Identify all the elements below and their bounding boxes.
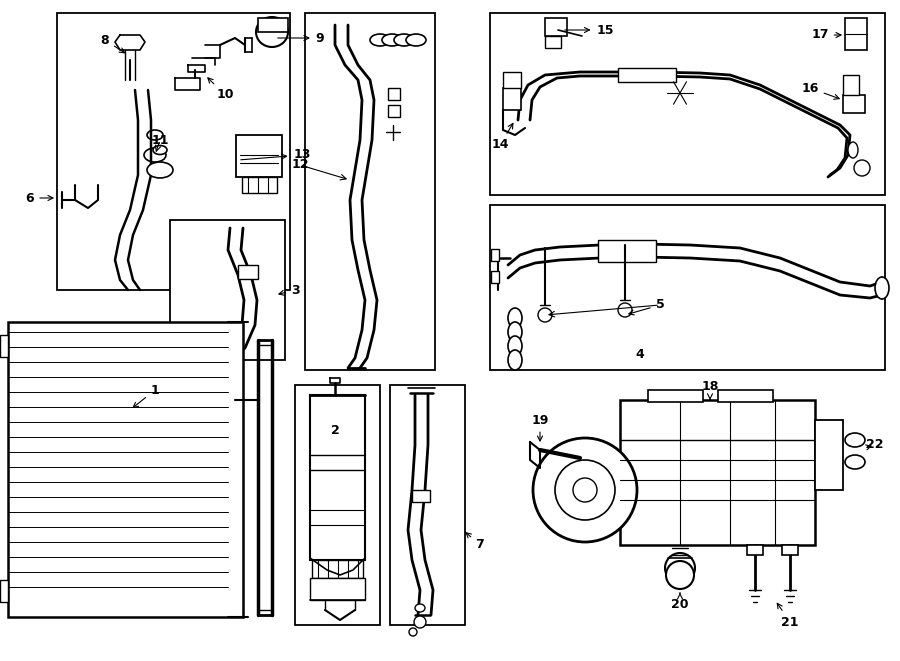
Bar xyxy=(747,545,763,555)
Bar xyxy=(490,13,885,195)
Bar xyxy=(782,545,798,555)
Text: 8: 8 xyxy=(101,34,124,53)
Bar xyxy=(310,395,365,560)
Circle shape xyxy=(573,478,597,502)
Bar xyxy=(242,177,277,193)
Bar xyxy=(57,13,290,290)
Bar xyxy=(618,68,676,82)
Bar xyxy=(390,385,465,625)
Text: 5: 5 xyxy=(629,299,664,315)
Bar xyxy=(310,578,365,600)
Bar xyxy=(388,88,400,100)
Text: 9: 9 xyxy=(278,32,324,44)
Text: 3: 3 xyxy=(279,284,300,297)
Ellipse shape xyxy=(848,142,858,158)
Ellipse shape xyxy=(406,34,426,46)
Text: 10: 10 xyxy=(208,78,234,102)
Ellipse shape xyxy=(153,145,167,155)
Ellipse shape xyxy=(508,350,522,370)
Bar xyxy=(305,13,435,370)
Ellipse shape xyxy=(256,17,288,47)
Text: 22: 22 xyxy=(866,438,884,451)
Circle shape xyxy=(533,438,637,542)
Ellipse shape xyxy=(666,561,694,589)
Text: 19: 19 xyxy=(531,414,549,441)
Bar xyxy=(491,271,499,283)
Ellipse shape xyxy=(415,604,425,612)
Bar xyxy=(491,249,499,261)
Ellipse shape xyxy=(370,34,390,46)
Text: 14: 14 xyxy=(491,124,513,151)
Circle shape xyxy=(409,628,417,636)
Ellipse shape xyxy=(144,148,166,162)
Bar xyxy=(312,560,363,578)
Circle shape xyxy=(555,460,615,520)
Bar xyxy=(503,88,521,110)
Bar xyxy=(0,335,8,357)
Bar xyxy=(170,220,285,360)
Text: 20: 20 xyxy=(671,593,688,611)
Text: 13: 13 xyxy=(241,149,310,161)
Bar xyxy=(8,322,243,617)
Circle shape xyxy=(538,308,552,322)
Ellipse shape xyxy=(845,455,865,469)
Text: 2: 2 xyxy=(330,424,339,436)
Bar xyxy=(295,385,380,625)
Ellipse shape xyxy=(382,34,402,46)
Ellipse shape xyxy=(508,308,522,328)
Bar xyxy=(545,36,561,48)
Bar xyxy=(503,72,521,88)
Bar xyxy=(238,265,258,279)
Bar xyxy=(490,205,885,370)
Text: 7: 7 xyxy=(466,533,484,551)
Ellipse shape xyxy=(845,433,865,447)
Ellipse shape xyxy=(394,34,414,46)
Ellipse shape xyxy=(147,130,163,140)
Text: 17: 17 xyxy=(811,28,841,42)
Ellipse shape xyxy=(875,277,889,299)
Ellipse shape xyxy=(508,322,522,342)
Circle shape xyxy=(219,353,229,363)
Bar xyxy=(545,18,567,36)
Circle shape xyxy=(854,160,870,176)
Bar xyxy=(648,390,703,402)
Bar xyxy=(388,105,400,117)
Ellipse shape xyxy=(147,162,173,178)
Text: 4: 4 xyxy=(635,348,644,362)
Text: 15: 15 xyxy=(565,24,614,36)
Circle shape xyxy=(414,616,426,628)
Bar xyxy=(0,580,8,602)
Circle shape xyxy=(618,303,632,317)
Bar xyxy=(718,390,773,402)
Bar xyxy=(258,18,288,32)
Bar xyxy=(843,95,865,113)
Bar xyxy=(412,490,430,502)
Bar xyxy=(815,420,843,490)
Bar xyxy=(843,75,859,95)
Text: 18: 18 xyxy=(701,381,719,399)
Bar xyxy=(598,240,656,262)
Text: 11: 11 xyxy=(151,134,169,147)
Bar xyxy=(845,18,867,50)
Text: 12: 12 xyxy=(292,159,309,171)
Bar xyxy=(236,135,282,177)
Text: 1: 1 xyxy=(133,383,159,407)
Circle shape xyxy=(665,553,695,583)
Bar xyxy=(620,400,815,545)
Ellipse shape xyxy=(508,336,522,356)
Text: 6: 6 xyxy=(26,192,53,204)
Text: 21: 21 xyxy=(778,603,799,629)
Text: 16: 16 xyxy=(801,81,839,99)
